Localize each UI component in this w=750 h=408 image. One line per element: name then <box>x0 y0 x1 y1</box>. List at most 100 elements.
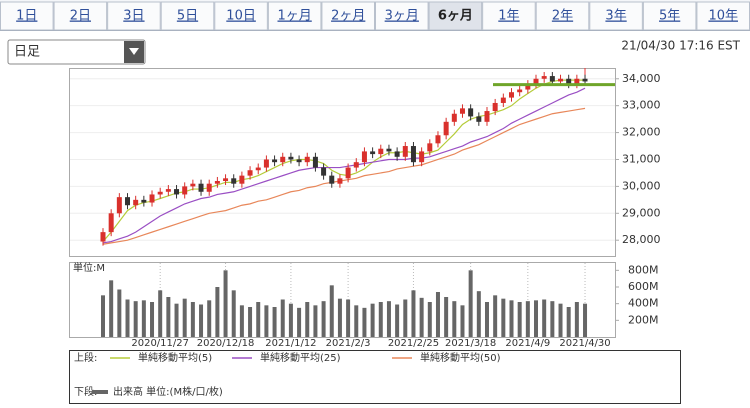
volume-bar <box>525 301 530 337</box>
y-tick-label: 33,000 <box>622 99 661 112</box>
tab[interactable] <box>589 1 643 31</box>
tab-label[interactable]: 3日 <box>123 9 144 24</box>
candle-body <box>272 159 278 163</box>
candle-body <box>378 148 384 155</box>
volume-bar <box>223 270 228 337</box>
x-tick-label: 2021/4/30 <box>559 338 610 349</box>
volume-bar <box>460 305 465 337</box>
tab-label[interactable]: 1年 <box>498 9 519 24</box>
candle-body <box>280 156 286 163</box>
moving-average-line <box>102 87 586 244</box>
tab[interactable] <box>53 1 108 31</box>
candle-body <box>214 181 220 184</box>
tab[interactable] <box>482 1 536 31</box>
x-tick-label: 2021/2/3 <box>326 338 371 349</box>
tab-label[interactable]: 1日 <box>16 9 37 24</box>
candle-body <box>141 199 147 203</box>
candle-body <box>517 89 523 93</box>
tab[interactable] <box>214 1 268 31</box>
volume-bar <box>378 302 383 337</box>
volume-bar <box>346 299 351 337</box>
tab[interactable] <box>535 1 590 31</box>
volume-bar <box>583 303 588 337</box>
candle-body <box>312 156 318 168</box>
tab-label[interactable]: 5年 <box>659 9 680 24</box>
candle-body <box>435 135 441 144</box>
volume-bar <box>558 303 563 337</box>
dropdown-arrow <box>129 48 139 55</box>
volume-bar <box>370 303 375 337</box>
x-tick-label: 2021/3/18 <box>445 338 496 349</box>
y-tick-label: 800M <box>628 263 659 276</box>
volume-bar <box>468 270 473 337</box>
tab-label[interactable]: 1ヶ月 <box>278 9 312 24</box>
x-tick-label: 2021/1/12 <box>265 338 316 349</box>
tab[interactable] <box>321 1 375 31</box>
volume-bar <box>354 305 359 337</box>
volume-bar <box>542 299 547 337</box>
x-tick-label: 2021/2/25 <box>388 338 439 349</box>
candle-body <box>549 76 555 82</box>
volume-bar <box>141 300 146 337</box>
candle-body <box>410 146 416 163</box>
volume-bar <box>305 302 310 337</box>
legend-heading: 上段: <box>74 351 97 364</box>
volume-bar <box>386 301 391 337</box>
tab-label[interactable]: 2年 <box>552 9 573 24</box>
moving-average-line <box>102 79 586 242</box>
volume-bar <box>484 302 489 337</box>
dropdown[interactable] <box>7 39 146 65</box>
candle-body <box>304 156 310 163</box>
candle-body <box>231 178 237 184</box>
candle-body <box>329 175 335 184</box>
tab[interactable] <box>696 1 750 31</box>
tab-label[interactable]: 3年 <box>605 9 626 24</box>
volume-bar <box>452 301 457 337</box>
candle-body <box>558 78 564 82</box>
candle-body <box>263 159 269 168</box>
tab[interactable] <box>428 1 483 31</box>
legend-label: 出来高 単位:(M株/口/枚) <box>113 385 223 398</box>
candle-body <box>484 111 490 122</box>
candle-body <box>108 213 114 233</box>
tab-label[interactable]: 3ヶ月 <box>385 9 419 24</box>
volume-bar <box>117 289 122 337</box>
legend-label: 単純移動平均(5) <box>138 351 212 364</box>
tab[interactable] <box>642 1 697 31</box>
volume-bar <box>321 301 326 337</box>
y-tick-label: 32,000 <box>622 126 661 139</box>
candle-body <box>451 113 457 122</box>
candle-body <box>206 183 212 192</box>
tab[interactable] <box>160 1 215 31</box>
tab[interactable] <box>107 1 161 31</box>
volume-bar <box>174 303 179 337</box>
tab[interactable] <box>0 1 54 31</box>
tab-label[interactable]: 10年 <box>708 9 738 24</box>
candle-body <box>566 78 572 85</box>
tab-label[interactable]: 6ヶ月 <box>438 9 473 24</box>
volume-bar <box>411 290 416 337</box>
tab-label[interactable]: 10日 <box>226 9 256 24</box>
tab[interactable] <box>267 1 322 31</box>
legend-label: 単純移動平均(50) <box>420 351 501 364</box>
candle-body <box>525 84 531 90</box>
volume-bar <box>215 287 220 337</box>
y-tick-label: 34,000 <box>622 72 661 85</box>
candle-body <box>459 108 465 114</box>
volume-bar <box>207 300 212 337</box>
tab-label[interactable]: 5日 <box>177 9 198 24</box>
tab-label[interactable]: 2日 <box>70 9 91 24</box>
volume-bar <box>509 300 514 337</box>
tab[interactable] <box>375 1 429 31</box>
tab-label[interactable]: 2ヶ月 <box>331 9 365 24</box>
volume-bar <box>101 295 105 337</box>
candle-body <box>337 178 343 184</box>
candle-body <box>492 102 498 112</box>
candle-body <box>582 78 588 82</box>
timestamp: 21/04/30 17:16 EST <box>621 39 740 53</box>
candle-body <box>247 170 253 176</box>
volume-bar <box>264 305 269 337</box>
volume-bar <box>550 301 555 337</box>
